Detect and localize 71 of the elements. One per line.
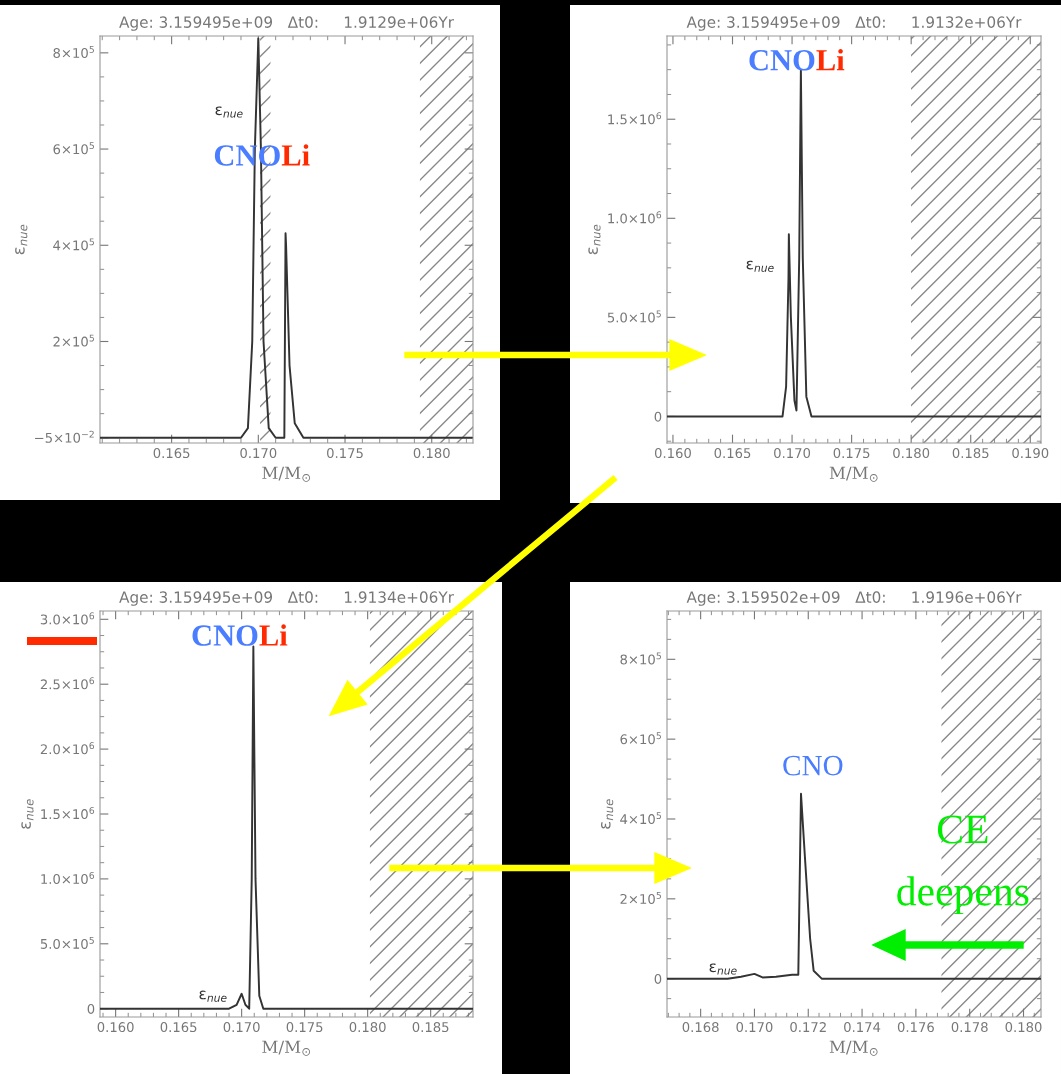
x-tick-label: 0.165 <box>153 448 190 459</box>
x-axis-title: M/M$_{⊙}$ <box>829 1040 878 1056</box>
x-tick-label: 0.180 <box>893 448 930 459</box>
annotation: CNO <box>749 49 815 71</box>
y-axis-title: ε$_{nue}$ <box>21 799 34 829</box>
x-tick-label: 0.190 <box>1012 448 1049 459</box>
y-tick-label: 3.0×10$^{6}$ <box>40 612 95 625</box>
x-tick-label: 0.165 <box>160 1022 197 1033</box>
y-tick-label: −5×10$^{−2}$ <box>35 430 94 443</box>
y-tick-label: 8×10$^{5}$ <box>53 45 94 58</box>
x-tick-label: 0.176 <box>897 1022 934 1033</box>
chart-title: Age: 3.159495e+09 Δt0: 1.9134e+06Yr <box>119 591 454 606</box>
annotation: deepens <box>897 876 1029 915</box>
annotation: Li <box>259 624 288 646</box>
chart-title: Age: 3.159495e+09 Δt0: 1.9132e+06Yr <box>686 16 1022 31</box>
x-tick-label: 0.170 <box>240 448 277 459</box>
annotation: CE <box>937 815 988 844</box>
x-tick-label: 0.178 <box>951 1022 988 1033</box>
annotation: ε$_{nue}$ <box>746 260 774 272</box>
y-tick-label: 0 <box>654 973 662 984</box>
x-tick-label: 0.170 <box>774 448 811 459</box>
x-tick-label: 0.185 <box>412 1022 449 1033</box>
y-tick-label: 4×10$^{5}$ <box>53 238 94 251</box>
y-tick-label: 5.0×10$^{5}$ <box>40 936 94 949</box>
x-tick-label: 0.165 <box>714 448 751 459</box>
x-tick-label: 0.175 <box>327 448 363 459</box>
y-tick-label: 4×10$^{5}$ <box>620 812 661 825</box>
x-tick-label: 0.180 <box>1005 1022 1042 1033</box>
annotation: Li <box>281 144 310 166</box>
x-axis-title: M/M$_{⊙}$ <box>262 1040 311 1056</box>
y-axis-title: ε$_{nue}$ <box>15 224 28 255</box>
y-tick-label: 1.5×10$^{6}$ <box>608 112 662 125</box>
y-tick-label: 8×10$^{5}$ <box>620 652 661 665</box>
y-tick-label: 1.0×10$^{6}$ <box>608 211 662 224</box>
line-series <box>100 645 473 1010</box>
y-tick-label: 1.0×10$^{6}$ <box>41 871 95 884</box>
y-axis-title: ε$_{nue}$ <box>601 799 614 829</box>
y-tick-label: 6×10$^{5}$ <box>53 142 94 155</box>
y-tick-label: 2.5×10$^{6}$ <box>40 677 95 690</box>
x-tick-label: 0.172 <box>790 1022 826 1033</box>
annotation: ε$_{nue}$ <box>199 990 227 1002</box>
x-tick-label: 0.168 <box>682 1022 719 1033</box>
y-tick-label: 2.0×10$^{6}$ <box>40 742 95 755</box>
annotation: ε$_{nue}$ <box>215 106 243 118</box>
y-tick-label: 5.0×10$^{5}$ <box>607 310 661 323</box>
x-axis-title: M/M$_{⊙}$ <box>262 466 311 482</box>
x-tick-label: 0.160 <box>654 448 691 459</box>
x-tick-label: 0.185 <box>952 448 989 459</box>
x-tick-label: 0.175 <box>286 1022 323 1033</box>
x-tick-label: 0.160 <box>97 1022 134 1033</box>
x-tick-label: 0.170 <box>736 1022 773 1033</box>
y-tick-label: 1.5×10$^{6}$ <box>41 807 95 820</box>
y-tick-label: 0 <box>87 1003 95 1014</box>
x-tick-label: 0.175 <box>833 448 870 459</box>
chart-title: Age: 3.159502e+09 Δt0: 1.9196e+06Yr <box>686 591 1022 606</box>
x-tick-label: 0.180 <box>349 1022 386 1033</box>
y-tick-label: 6×10$^{5}$ <box>620 732 661 745</box>
x-axis-title: M/M$_{⊙}$ <box>829 466 878 482</box>
y-axis-title: ε$_{nue}$ <box>588 224 601 255</box>
x-tick-label: 0.180 <box>413 448 450 459</box>
x-tick-label: 0.174 <box>844 1022 881 1033</box>
annotation: ε$_{nue}$ <box>709 963 737 975</box>
x-tick-label: 0.170 <box>223 1022 260 1033</box>
y-tick-label: 2×10$^{5}$ <box>53 334 94 347</box>
chart-title: Age: 3.159495e+09 Δt0: 1.9129e+06Yr <box>119 16 454 31</box>
annotation: Li <box>816 49 845 71</box>
annotation: CNO <box>783 755 843 776</box>
line-series <box>667 792 1041 980</box>
y-tick-label: 0 <box>654 411 662 422</box>
annotation: CNO <box>192 625 258 646</box>
y-tick-label: 2×10$^{5}$ <box>620 891 661 904</box>
